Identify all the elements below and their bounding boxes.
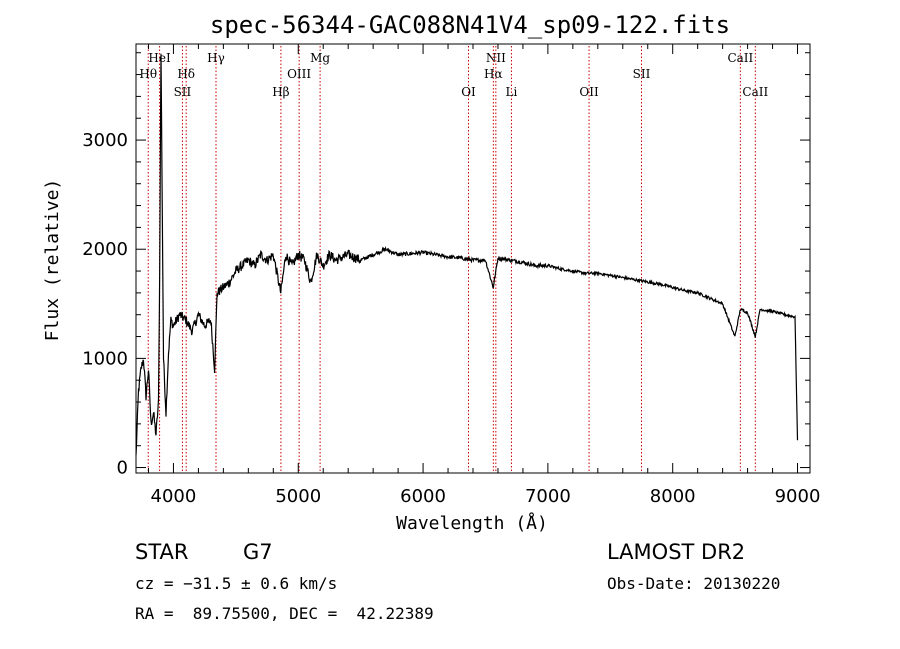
chart-title: spec-56344-GAC088N41V4_sp09-122.fits bbox=[210, 11, 730, 39]
line-label: Mg bbox=[310, 51, 330, 65]
y-tick-label: 0 bbox=[117, 458, 128, 479]
line-label: Hγ bbox=[207, 51, 225, 65]
line-label: HeI bbox=[148, 51, 171, 65]
line-label: CaII bbox=[727, 51, 753, 65]
y-tick-label: 2000 bbox=[82, 239, 128, 260]
sky-coordinates: RA = 89.75500, DEC = 42.22389 bbox=[135, 604, 434, 623]
x-tick-label: 7000 bbox=[525, 486, 571, 507]
line-label: SII bbox=[174, 85, 192, 99]
line-label: NII bbox=[486, 51, 506, 65]
line-label: OIII bbox=[287, 67, 311, 81]
line-label: CaII bbox=[742, 85, 768, 99]
object-class: STAR bbox=[135, 540, 189, 564]
y-tick-label: 3000 bbox=[82, 130, 128, 151]
line-label: Li bbox=[506, 85, 518, 99]
line-label: SII bbox=[633, 67, 651, 81]
object-subclass: G7 bbox=[243, 540, 273, 564]
spectrum-series-line bbox=[135, 53, 799, 456]
line-label: Hθ bbox=[139, 67, 157, 81]
x-axis-label: Wavelength (Å) bbox=[396, 512, 548, 534]
line-label: Hβ bbox=[272, 85, 289, 99]
redshift-cz: cz = −31.5 ± 0.6 km/s bbox=[135, 574, 338, 593]
line-label: Hδ bbox=[177, 67, 195, 81]
x-tick-label: 9000 bbox=[775, 486, 821, 507]
x-tick-label: 6000 bbox=[400, 486, 446, 507]
axis-ticks: 4000 5000 6000 7000 8000 9000 0 1000 2000 3000 bbox=[82, 44, 820, 507]
line-label: OI bbox=[461, 85, 476, 99]
x-tick-label: 5000 bbox=[275, 486, 321, 507]
x-tick-label: 8000 bbox=[650, 486, 696, 507]
y-tick-label: 1000 bbox=[82, 348, 128, 369]
y-axis-label: Flux (relative) bbox=[42, 179, 63, 342]
survey-name: LAMOST DR2 bbox=[607, 540, 746, 564]
observation-date: Obs-Date: 20130220 bbox=[607, 574, 781, 593]
line-label: Hα bbox=[484, 67, 503, 81]
line-label: OII bbox=[579, 85, 599, 99]
x-tick-label: 4000 bbox=[151, 486, 197, 507]
